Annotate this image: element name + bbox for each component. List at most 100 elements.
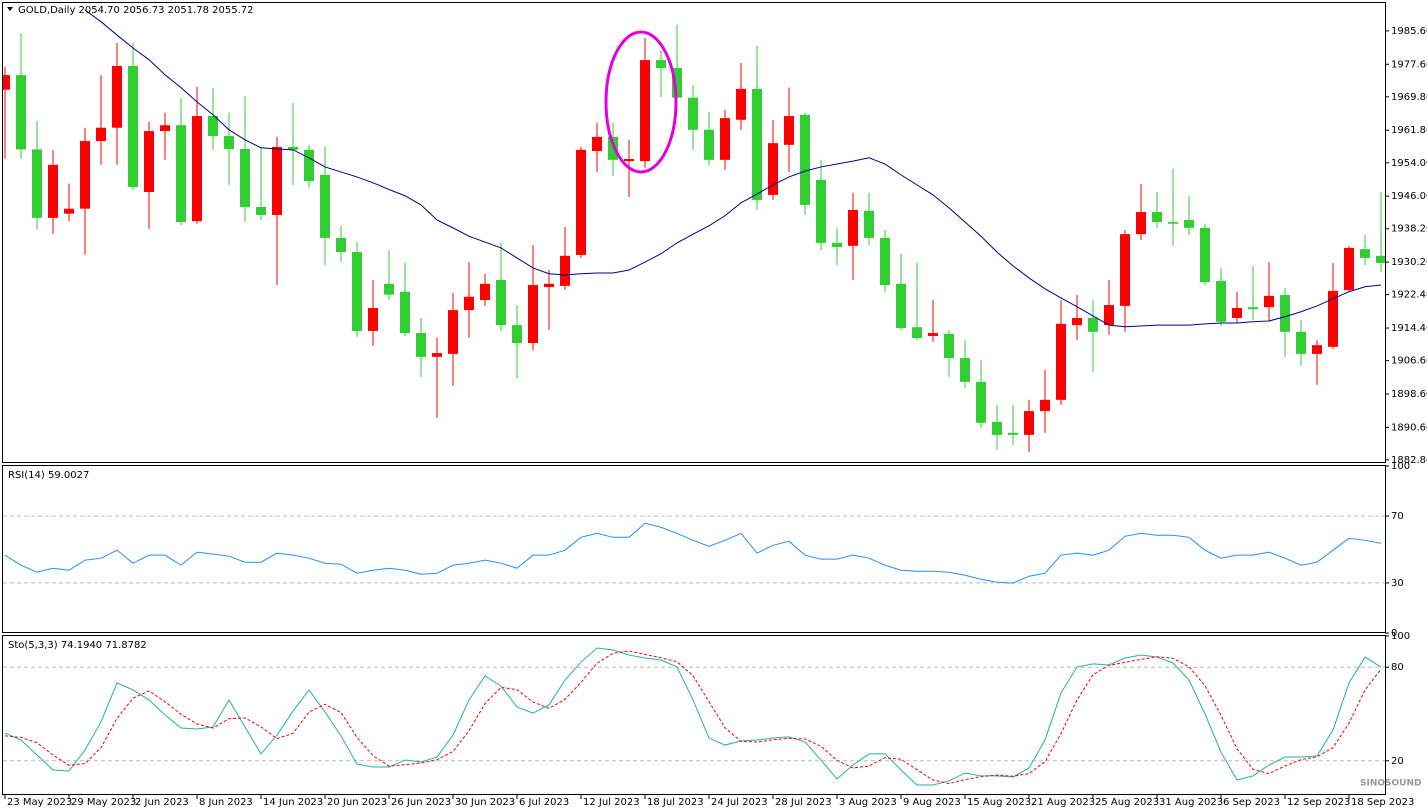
y-tick-label: 1930.20 xyxy=(1391,257,1427,268)
candle-body xyxy=(800,114,810,205)
candle-body xyxy=(880,237,890,286)
candle-body xyxy=(224,136,234,149)
candle-body xyxy=(1136,212,1146,235)
candle-body xyxy=(80,141,90,209)
x-tick-label: 18 Sep 2023 xyxy=(1351,797,1414,808)
candle-body xyxy=(1104,305,1114,326)
main-panel xyxy=(2,2,1386,463)
x-tick-label: 26 Jun 2023 xyxy=(391,797,451,808)
candle-body xyxy=(1248,307,1258,310)
candle-body xyxy=(816,179,826,243)
sto-plot xyxy=(3,647,1385,786)
candle-body xyxy=(1264,295,1274,308)
x-tick-label: 15 Aug 2023 xyxy=(967,797,1031,808)
candle-body xyxy=(896,283,906,329)
x-tick-label: 6 Sep 2023 xyxy=(1223,797,1280,808)
x-tick-label: 21 Aug 2023 xyxy=(1031,797,1095,808)
candle-body xyxy=(160,125,170,132)
x-tick-label: 24 Jul 2023 xyxy=(711,797,768,808)
candle-body xyxy=(960,358,970,382)
candle-body xyxy=(400,291,410,334)
main-plot xyxy=(3,9,1385,452)
candle-body xyxy=(752,88,762,200)
candle-body xyxy=(672,68,682,98)
candle-body xyxy=(288,146,298,150)
rsi-panel xyxy=(2,465,1386,633)
candle-body xyxy=(848,209,858,246)
candle-body xyxy=(208,116,218,137)
candle-body xyxy=(688,97,698,130)
sto-title: Sto(5,3,3) 74.1940 71.8782 xyxy=(8,640,147,651)
y-tick-label: 1938.20 xyxy=(1391,224,1427,235)
candle-body xyxy=(432,353,442,357)
candle-body xyxy=(912,327,922,339)
candle-body xyxy=(1024,411,1034,435)
candle-body xyxy=(512,325,522,344)
candle-body xyxy=(624,159,634,162)
y-tick-label: 1961.80 xyxy=(1391,125,1427,136)
candle-body xyxy=(1328,290,1338,347)
candle-body xyxy=(352,252,362,331)
candle-body xyxy=(768,143,778,195)
candle-body xyxy=(464,296,474,311)
x-tick-label: 12 Jul 2023 xyxy=(583,797,640,808)
candle-body xyxy=(608,136,618,160)
x-tick-label: 25 Aug 2023 xyxy=(1095,797,1159,808)
indicator-line xyxy=(4,522,1382,584)
y-tick-label: 0 xyxy=(1391,628,1397,639)
indicator-line xyxy=(4,650,1382,785)
highlight-ellipse xyxy=(604,30,678,174)
y-tick-label: 1914.40 xyxy=(1391,323,1427,334)
rsi-title: RSI(14) 59.0027 xyxy=(8,470,89,481)
x-tick-label: 2 Jun 2023 xyxy=(135,797,189,808)
candle-body xyxy=(448,310,458,354)
candle-body xyxy=(320,174,330,238)
candle-body xyxy=(656,60,666,69)
candle-body xyxy=(784,116,794,145)
candle-body xyxy=(1168,222,1178,224)
y-tick-label: 1890.60 xyxy=(1391,422,1427,433)
candle-body xyxy=(1232,308,1242,319)
y-tick-label: 1969.80 xyxy=(1391,92,1427,103)
y-tick-label: 30 xyxy=(1391,578,1404,589)
candle-body xyxy=(1376,255,1385,263)
moving-average-line xyxy=(84,9,1382,328)
x-tick-label: 30 Jun 2023 xyxy=(455,797,515,808)
candle-body xyxy=(1184,219,1194,228)
sto-panel xyxy=(2,635,1386,795)
candle-body xyxy=(32,149,42,218)
y-tick-label: 1985.60 xyxy=(1391,26,1427,37)
y-tick-label: 1922.40 xyxy=(1391,290,1427,301)
candle-body xyxy=(1056,323,1066,400)
candle-body xyxy=(3,75,10,90)
candle-body xyxy=(1088,318,1098,332)
y-tick-label: 1882.80 xyxy=(1391,455,1427,466)
x-tick-label: 12 Sep 2023 xyxy=(1287,797,1350,808)
candle-body xyxy=(1120,234,1130,306)
x-tick-label: 14 Jun 2023 xyxy=(263,797,323,808)
candle-body xyxy=(336,237,346,253)
candle-body xyxy=(1152,212,1162,223)
y-tick-label: 1954.00 xyxy=(1391,158,1427,169)
candle-body xyxy=(1296,331,1306,354)
x-tick-label: 28 Jul 2023 xyxy=(775,797,832,808)
candle-body xyxy=(416,333,426,357)
candle-body xyxy=(480,283,490,301)
candle-body xyxy=(176,125,186,223)
chart-title: GOLD,Daily 2054.70 2056.73 2051.78 2055.… xyxy=(18,5,254,16)
candle-body xyxy=(48,164,58,218)
candle-body xyxy=(16,75,26,150)
y-tick-label: 80 xyxy=(1391,662,1404,673)
candle-body xyxy=(736,88,746,120)
rsi-plot xyxy=(3,515,1385,584)
y-tick-label: 1977.60 xyxy=(1391,59,1427,70)
candle-body xyxy=(832,242,842,248)
x-tick-label: 6 Jul 2023 xyxy=(519,797,569,808)
x-tick-label: 18 Jul 2023 xyxy=(647,797,704,808)
candle-body xyxy=(928,333,938,336)
candle-body xyxy=(976,381,986,423)
candle-body xyxy=(576,149,586,255)
candle-body xyxy=(1344,247,1354,291)
candle-body xyxy=(240,148,250,208)
x-tick-label: 20 Jun 2023 xyxy=(327,797,387,808)
